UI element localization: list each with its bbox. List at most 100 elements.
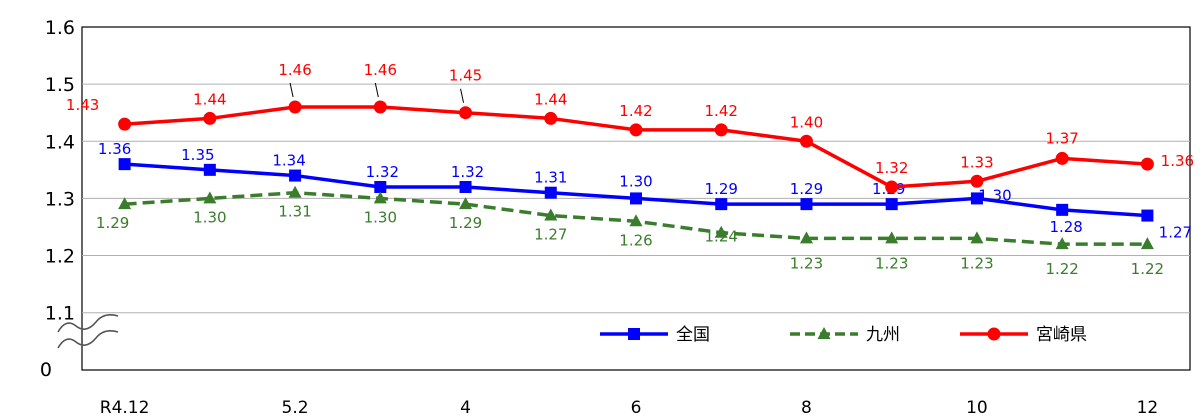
data-point [459,180,472,193]
data-label: 1.37 [1045,129,1078,147]
data-label: 1.46 [364,61,397,79]
data-point [885,231,899,244]
data-label: 1.29 [790,180,823,198]
legend-label: 全国 [676,325,710,345]
leader-line [289,82,294,98]
data-label: 1.23 [790,254,823,272]
legend-marker [987,327,1001,341]
x-tick-label: 5.2 [282,398,309,418]
data-label: 1.29 [705,180,738,198]
data-label: 1.32 [451,163,484,181]
data-label: 1.36 [98,140,131,158]
data-point [629,123,643,137]
data-label: 1.36 [1161,152,1194,170]
data-point [630,192,642,205]
data-point [629,214,643,227]
x-tick-label: 10 [966,398,988,418]
data-point [1141,209,1154,222]
y-tick-label: 1.1 [45,303,75,325]
data-point [459,197,473,210]
data-label: 1.31 [278,203,311,221]
data-label: 1.26 [619,231,652,249]
data-point [1140,157,1154,171]
x-tick-label: 12 [1137,398,1159,418]
data-label: 1.22 [1045,260,1078,278]
data-point [373,191,387,204]
y-tick-label: 0 [40,359,52,381]
data-label: 1.29 [96,214,129,232]
data-point [289,169,302,182]
data-point [970,174,984,188]
data-point [1140,237,1154,250]
data-point [374,180,387,193]
data-label: 1.42 [705,102,738,120]
axis-break-icon [57,314,119,349]
data-point [203,191,217,204]
data-point [544,186,557,199]
data-label: 1.30 [619,172,652,190]
data-label: 1.46 [278,61,311,79]
data-point [288,100,302,114]
data-label: 1.23 [875,254,908,272]
y-tick-label: 1.2 [45,246,75,268]
data-label: 1.44 [193,90,226,108]
legend-marker [628,328,640,340]
data-label: 1.33 [960,153,993,171]
data-point [459,106,473,120]
data-point [1055,237,1069,250]
data-point [544,111,558,125]
data-point [1055,151,1069,165]
data-point [288,185,302,198]
data-label: 1.30 [193,208,226,226]
x-tick-label: 4 [460,398,471,418]
data-point [800,198,813,211]
data-label: 1.31 [534,169,567,187]
data-label: 1.43 [66,96,99,114]
y-tick-label: 1.6 [45,17,75,39]
data-label: 1.42 [619,102,652,120]
data-label: 1.24 [705,228,738,246]
data-point [203,111,217,125]
data-point [885,180,899,194]
x-tick-label: R4.12 [100,398,150,418]
data-label: 1.40 [790,113,823,131]
data-label: 1.30 [978,186,1011,204]
data-label: 1.27 [1159,224,1192,242]
data-label: 1.29 [449,214,482,232]
y-tick-label: 1.5 [45,74,75,96]
legend-label: 宮崎県 [1036,325,1087,345]
y-tick-label: 1.4 [45,131,75,153]
data-point [885,198,898,211]
data-point [544,208,558,221]
data-point [118,117,132,131]
legend-marker [817,327,831,339]
data-label: 1.30 [364,208,397,226]
data-point [714,123,728,137]
data-point [1056,203,1069,216]
data-label: 1.45 [449,67,482,85]
leader-line [460,88,465,103]
data-point [970,231,984,244]
data-label: 1.34 [272,152,305,170]
data-label: 1.22 [1131,260,1164,278]
data-point [799,134,813,148]
data-label: 1.28 [1049,218,1082,236]
data-label: 1.23 [960,254,993,272]
data-label: 1.32 [875,159,908,177]
data-point [373,100,387,114]
data-point [715,198,728,211]
data-label: 1.27 [534,226,567,244]
data-label: 1.44 [534,90,567,108]
data-label: 1.32 [366,163,399,181]
data-point [970,192,983,205]
legend-label: 九州 [866,325,900,345]
x-tick-label: 6 [631,398,642,418]
data-point [714,225,728,238]
y-tick-label: 1.3 [45,188,75,210]
x-tick-label: 8 [801,398,812,418]
data-label: 1.35 [181,146,214,164]
data-point [203,163,216,176]
data-point [118,197,132,210]
leader-line [374,82,379,98]
